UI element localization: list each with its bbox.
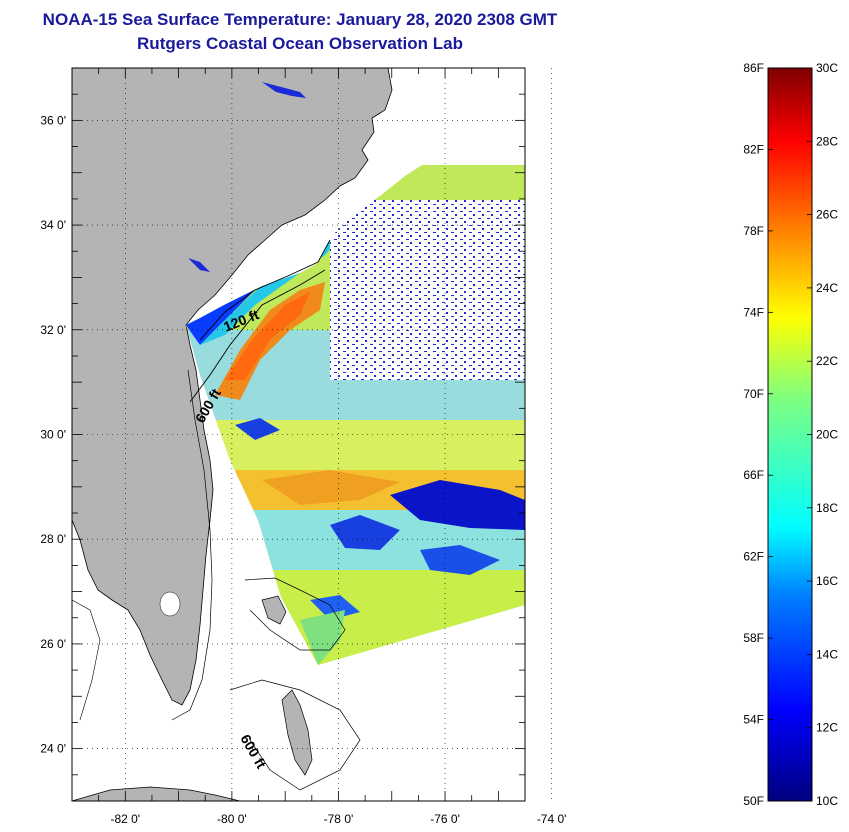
colorbar-f-label: 54F xyxy=(743,713,764,727)
land-mass xyxy=(71,67,393,706)
contour-600ft xyxy=(189,269,326,403)
colorbar-f-label: 86F xyxy=(743,61,764,75)
colorbar-c-label: 16C xyxy=(816,574,838,588)
contour-120ft xyxy=(199,239,331,341)
colorbar-f-label: 66F xyxy=(743,468,764,482)
lat-tick-label: 32 0' xyxy=(40,323,66,337)
colorbar-c-label: 10C xyxy=(816,794,838,808)
contour-bahamas xyxy=(244,577,346,651)
colorbar-f-label: 58F xyxy=(743,631,764,645)
colorbar-c-label: 18C xyxy=(816,501,838,515)
colorbar-c-label: 22C xyxy=(816,354,838,368)
lon-tick-label: -74 0' xyxy=(537,812,567,826)
map-title: NOAA-15 Sea Surface Temperature: January… xyxy=(42,10,558,29)
colorbar-f-label: 74F xyxy=(743,305,764,319)
lat-tick-label: 26 0' xyxy=(40,637,66,651)
colorbar xyxy=(767,67,813,802)
colorbar-c-labels: 30C 28C 26C 24C 22C 20C 18C 16C 14C 12C 10C xyxy=(807,61,838,808)
lat-tick-label: 34 0' xyxy=(40,218,66,232)
latitude-ticks: 36 0' 34 0' 32 0' 30 0' 28 0' 26 0' 24 0' xyxy=(40,93,525,776)
colorbar-f-label: 82F xyxy=(743,142,764,156)
lon-tick-label: -78 0' xyxy=(324,812,354,826)
longitude-ticks: -82 0' -80 0' -78 0' -76 0' -74 0' xyxy=(98,68,567,826)
map-grid xyxy=(72,68,552,801)
map-frame xyxy=(71,67,526,802)
contour-gulf xyxy=(71,599,101,721)
colorbar-c-label: 30C xyxy=(816,61,838,75)
colorbar-f-label: 62F xyxy=(743,550,764,564)
contour-bahamas xyxy=(229,679,361,791)
colorbar-c-label: 14C xyxy=(816,647,838,661)
inland-water xyxy=(262,82,306,98)
colorbar-c-label: 24C xyxy=(816,281,838,295)
lon-tick-label: -76 0' xyxy=(430,812,460,826)
colorbar-c-label: 28C xyxy=(816,134,838,148)
lat-tick-label: 30 0' xyxy=(40,428,66,442)
inland-water xyxy=(188,258,210,272)
lon-tick-label: -80 0' xyxy=(217,812,247,826)
colorbar-f-label: 78F xyxy=(743,224,764,238)
lat-tick-label: 24 0' xyxy=(40,742,66,756)
colorbar-f-labels: 86F 82F 78F 74F 70F 66F 62F 58F 54F 50F xyxy=(743,61,773,808)
colorbar-f-label: 70F xyxy=(743,387,764,401)
colorbar-c-label: 26C xyxy=(816,208,838,222)
map-subtitle: Rutgers Coastal Ocean Observation Lab xyxy=(137,34,463,53)
colorbar-f-label: 50F xyxy=(743,794,764,808)
bahamas-island xyxy=(261,595,287,625)
bahamas-island xyxy=(281,689,313,776)
lake-okeechobee xyxy=(159,591,181,617)
colorbar-c-label: 20C xyxy=(816,428,838,442)
lon-tick-label: -82 0' xyxy=(110,812,140,826)
lat-tick-label: 36 0' xyxy=(40,113,66,127)
contour-shelf xyxy=(171,369,213,721)
lat-tick-label: 28 0' xyxy=(40,532,66,546)
colorbar-c-label: 12C xyxy=(816,721,838,735)
